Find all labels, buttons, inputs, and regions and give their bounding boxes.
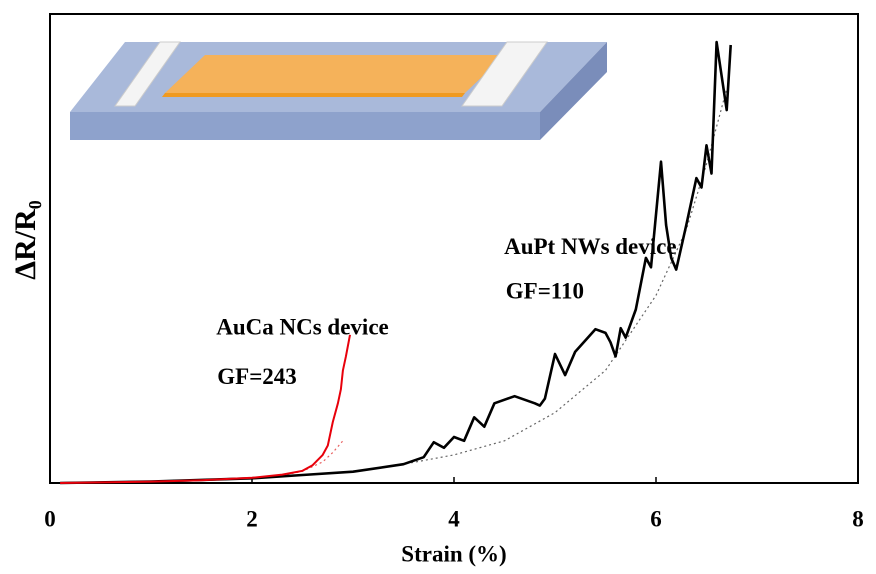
data-line — [60, 334, 351, 484]
x-tick-label: 6 — [650, 506, 662, 531]
data-line — [60, 40, 732, 485]
x-tick-label: 2 — [246, 506, 258, 531]
electrode — [114, 41, 181, 107]
x-tick-label: 8 — [852, 506, 864, 531]
device-inset — [70, 41, 607, 140]
x-tick-label: 4 — [448, 506, 460, 531]
film-edge — [162, 93, 465, 97]
film — [165, 55, 505, 93]
x-tick-label: 0 — [44, 506, 56, 531]
substrate-front — [70, 112, 540, 140]
x-axis-label: Strain (%) — [401, 541, 506, 566]
annotation: AuPt NWs device — [504, 234, 676, 259]
electrode — [461, 41, 548, 107]
annotation: GF=243 — [217, 364, 297, 389]
fit-line — [251, 88, 728, 479]
annotation: AuCa NCs device — [216, 314, 389, 339]
substrate-side — [540, 42, 607, 140]
y-axis-label: ΔR/R₀ — [9, 200, 42, 279]
annotation: GF=110 — [506, 278, 584, 303]
